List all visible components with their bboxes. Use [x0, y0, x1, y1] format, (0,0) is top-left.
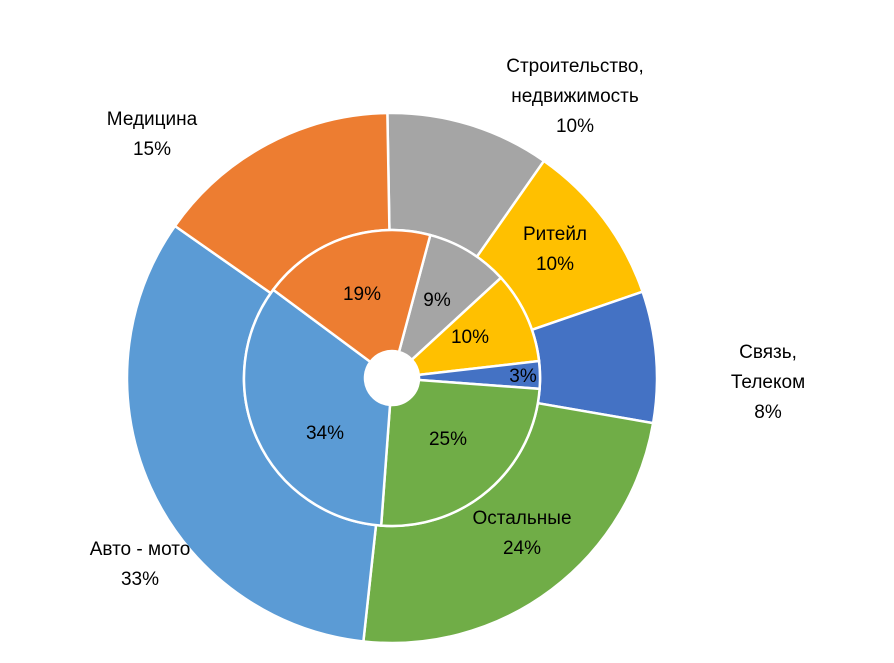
value-label: 8% [754, 402, 782, 423]
category-label: Строительство, недвижимость [506, 56, 644, 107]
value-label: 25% [428, 429, 468, 450]
data-label: 25% [429, 425, 467, 455]
data-label: Строительство, недвижимость 10% [506, 52, 644, 142]
category-label: Медицина [106, 109, 198, 130]
value-label: 3% [509, 366, 537, 387]
value-label: 15% [132, 139, 172, 160]
value-label: 33% [120, 569, 160, 590]
data-label: 19% [343, 280, 381, 310]
doughnut-segment [271, 228, 432, 364]
category-label: Ритейл [522, 224, 588, 245]
data-label: Ритейл 10% [523, 220, 587, 280]
data-label: Остальные 24% [472, 504, 571, 564]
value-label: 34% [305, 423, 345, 444]
data-label: Авто - мото 33% [90, 535, 191, 595]
value-label: 10% [555, 116, 595, 137]
doughnut-segment [410, 276, 541, 377]
data-label: 34% [306, 419, 344, 449]
doughnut-segment [397, 233, 503, 362]
data-label: Медицина 15% [107, 105, 197, 165]
data-label: 3% [509, 362, 536, 392]
data-label: 10% [451, 323, 489, 353]
value-label: 10% [535, 254, 575, 275]
doughnut-segment [379, 378, 541, 528]
value-label: 10% [450, 327, 490, 348]
value-label: 19% [342, 284, 382, 305]
value-label: 9% [423, 290, 451, 311]
data-label: 9% [423, 286, 450, 316]
category-label: Авто - мото [89, 539, 191, 560]
category-label: Остальные [472, 508, 572, 529]
value-label: 24% [502, 538, 542, 559]
data-label: Связь, Телеком 8% [705, 338, 831, 428]
category-label: Связь, Телеком [730, 342, 806, 393]
doughnut-segment [242, 288, 392, 527]
